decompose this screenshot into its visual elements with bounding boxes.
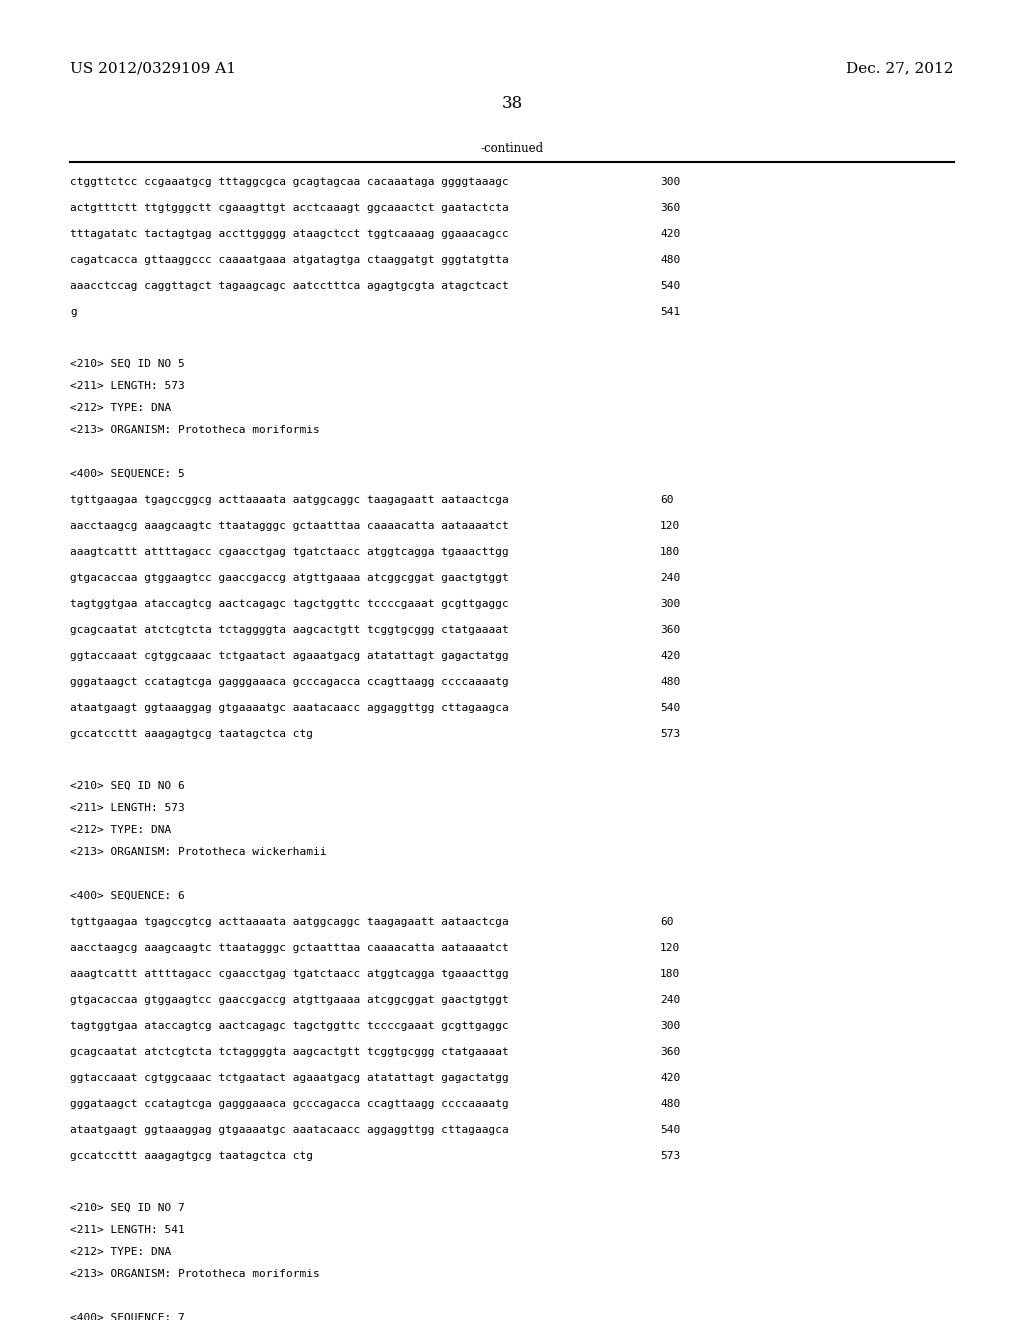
Text: tagtggtgaa ataccagtcg aactcagagc tagctggttc tccccgaaat gcgttgaggc: tagtggtgaa ataccagtcg aactcagagc tagctgg… bbox=[70, 1020, 509, 1031]
Text: 38: 38 bbox=[502, 95, 522, 112]
Text: 180: 180 bbox=[660, 546, 680, 557]
Text: 540: 540 bbox=[660, 281, 680, 290]
Text: <211> LENGTH: 541: <211> LENGTH: 541 bbox=[70, 1225, 184, 1236]
Text: 240: 240 bbox=[660, 995, 680, 1005]
Text: Dec. 27, 2012: Dec. 27, 2012 bbox=[847, 61, 954, 75]
Text: aacctaagcg aaagcaagtc ttaatagggc gctaatttaa caaaacatta aataaaatct: aacctaagcg aaagcaagtc ttaatagggc gctaatt… bbox=[70, 942, 509, 953]
Text: gccatccttt aaagagtgcg taatagctca ctg: gccatccttt aaagagtgcg taatagctca ctg bbox=[70, 729, 313, 739]
Text: <212> TYPE: DNA: <212> TYPE: DNA bbox=[70, 825, 171, 836]
Text: <400> SEQUENCE: 7: <400> SEQUENCE: 7 bbox=[70, 1313, 184, 1320]
Text: 480: 480 bbox=[660, 255, 680, 265]
Text: 480: 480 bbox=[660, 1100, 680, 1109]
Text: 573: 573 bbox=[660, 729, 680, 739]
Text: <210> SEQ ID NO 5: <210> SEQ ID NO 5 bbox=[70, 359, 184, 370]
Text: gcagcaatat atctcgtcta tctaggggta aagcactgtt tcggtgcggg ctatgaaaat: gcagcaatat atctcgtcta tctaggggta aagcact… bbox=[70, 624, 509, 635]
Text: 120: 120 bbox=[660, 521, 680, 531]
Text: aaagtcattt attttagacc cgaacctgag tgatctaacc atggtcagga tgaaacttgg: aaagtcattt attttagacc cgaacctgag tgatcta… bbox=[70, 969, 509, 979]
Text: tttagatatc tactagtgag accttggggg ataagctcct tggtcaaaag ggaaacagcc: tttagatatc tactagtgag accttggggg ataagct… bbox=[70, 228, 509, 239]
Text: tgttgaagaa tgagccgtcg acttaaaata aatggcaggc taagagaatt aataactcga: tgttgaagaa tgagccgtcg acttaaaata aatggca… bbox=[70, 917, 509, 927]
Text: ggtaccaaat cgtggcaaac tctgaatact agaaatgacg atatattagt gagactatgg: ggtaccaaat cgtggcaaac tctgaatact agaaatg… bbox=[70, 651, 509, 661]
Text: <400> SEQUENCE: 5: <400> SEQUENCE: 5 bbox=[70, 469, 184, 479]
Text: 300: 300 bbox=[660, 599, 680, 609]
Text: gtgacaccaa gtggaagtcc gaaccgaccg atgttgaaaa atcggcggat gaactgtggt: gtgacaccaa gtggaagtcc gaaccgaccg atgttga… bbox=[70, 995, 509, 1005]
Text: 60: 60 bbox=[660, 495, 674, 506]
Text: ggtaccaaat cgtggcaaac tctgaatact agaaatgacg atatattagt gagactatgg: ggtaccaaat cgtggcaaac tctgaatact agaaatg… bbox=[70, 1073, 509, 1082]
Text: <400> SEQUENCE: 6: <400> SEQUENCE: 6 bbox=[70, 891, 184, 902]
Text: 300: 300 bbox=[660, 177, 680, 187]
Text: 480: 480 bbox=[660, 677, 680, 686]
Text: 360: 360 bbox=[660, 624, 680, 635]
Text: ataatgaagt ggtaaaggag gtgaaaatgc aaatacaacc aggaggttgg cttagaagca: ataatgaagt ggtaaaggag gtgaaaatgc aaataca… bbox=[70, 704, 509, 713]
Text: actgtttctt ttgtgggctt cgaaagttgt acctcaaagt ggcaaactct gaatactcta: actgtttctt ttgtgggctt cgaaagttgt acctcaa… bbox=[70, 203, 509, 213]
Text: gggataagct ccatagtcga gagggaaaca gcccagacca ccagttaagg ccccaaaatg: gggataagct ccatagtcga gagggaaaca gcccaga… bbox=[70, 677, 509, 686]
Text: 540: 540 bbox=[660, 704, 680, 713]
Text: aaagtcattt attttagacc cgaacctgag tgatctaacc atggtcagga tgaaacttgg: aaagtcattt attttagacc cgaacctgag tgatcta… bbox=[70, 546, 509, 557]
Text: 420: 420 bbox=[660, 651, 680, 661]
Text: 540: 540 bbox=[660, 1125, 680, 1135]
Text: 541: 541 bbox=[660, 308, 680, 317]
Text: gtgacaccaa gtggaagtcc gaaccgaccg atgttgaaaa atcggcggat gaactgtggt: gtgacaccaa gtggaagtcc gaaccgaccg atgttga… bbox=[70, 573, 509, 583]
Text: g: g bbox=[70, 308, 77, 317]
Text: ataatgaagt ggtaaaggag gtgaaaatgc aaatacaacc aggaggttgg cttagaagca: ataatgaagt ggtaaaggag gtgaaaatgc aaataca… bbox=[70, 1125, 509, 1135]
Text: gcagcaatat atctcgtcta tctaggggta aagcactgtt tcggtgcggg ctatgaaaat: gcagcaatat atctcgtcta tctaggggta aagcact… bbox=[70, 1047, 509, 1057]
Text: 420: 420 bbox=[660, 228, 680, 239]
Text: 420: 420 bbox=[660, 1073, 680, 1082]
Text: cagatcacca gttaaggccc caaaatgaaa atgatagtga ctaaggatgt gggtatgtta: cagatcacca gttaaggccc caaaatgaaa atgatag… bbox=[70, 255, 509, 265]
Text: <212> TYPE: DNA: <212> TYPE: DNA bbox=[70, 1247, 171, 1257]
Text: -continued: -continued bbox=[480, 143, 544, 154]
Text: <213> ORGANISM: Prototheca wickerhamii: <213> ORGANISM: Prototheca wickerhamii bbox=[70, 847, 327, 857]
Text: 300: 300 bbox=[660, 1020, 680, 1031]
Text: aaacctccag caggttagct tagaagcagc aatcctttca agagtgcgta atagctcact: aaacctccag caggttagct tagaagcagc aatcctt… bbox=[70, 281, 509, 290]
Text: ctggttctcc ccgaaatgcg tttaggcgca gcagtagcaa cacaaataga ggggtaaagc: ctggttctcc ccgaaatgcg tttaggcgca gcagtag… bbox=[70, 177, 509, 187]
Text: <210> SEQ ID NO 7: <210> SEQ ID NO 7 bbox=[70, 1203, 184, 1213]
Text: <211> LENGTH: 573: <211> LENGTH: 573 bbox=[70, 803, 184, 813]
Text: <212> TYPE: DNA: <212> TYPE: DNA bbox=[70, 403, 171, 413]
Text: <211> LENGTH: 573: <211> LENGTH: 573 bbox=[70, 381, 184, 391]
Text: tgttgaagaa tgagccggcg acttaaaata aatggcaggc taagagaatt aataactcga: tgttgaagaa tgagccggcg acttaaaata aatggca… bbox=[70, 495, 509, 506]
Text: <213> ORGANISM: Prototheca moriformis: <213> ORGANISM: Prototheca moriformis bbox=[70, 425, 319, 436]
Text: tagtggtgaa ataccagtcg aactcagagc tagctggttc tccccgaaat gcgttgaggc: tagtggtgaa ataccagtcg aactcagagc tagctgg… bbox=[70, 599, 509, 609]
Text: 180: 180 bbox=[660, 969, 680, 979]
Text: gggataagct ccatagtcga gagggaaaca gcccagacca ccagttaagg ccccaaaatg: gggataagct ccatagtcga gagggaaaca gcccaga… bbox=[70, 1100, 509, 1109]
Text: 240: 240 bbox=[660, 573, 680, 583]
Text: 360: 360 bbox=[660, 203, 680, 213]
Text: 60: 60 bbox=[660, 917, 674, 927]
Text: 120: 120 bbox=[660, 942, 680, 953]
Text: 573: 573 bbox=[660, 1151, 680, 1162]
Text: <210> SEQ ID NO 6: <210> SEQ ID NO 6 bbox=[70, 781, 184, 791]
Text: gccatccttt aaagagtgcg taatagctca ctg: gccatccttt aaagagtgcg taatagctca ctg bbox=[70, 1151, 313, 1162]
Text: aacctaagcg aaagcaagtc ttaatagggc gctaatttaa caaaacatta aataaaatct: aacctaagcg aaagcaagtc ttaatagggc gctaatt… bbox=[70, 521, 509, 531]
Text: <213> ORGANISM: Prototheca moriformis: <213> ORGANISM: Prototheca moriformis bbox=[70, 1269, 319, 1279]
Text: 360: 360 bbox=[660, 1047, 680, 1057]
Text: US 2012/0329109 A1: US 2012/0329109 A1 bbox=[70, 61, 236, 75]
